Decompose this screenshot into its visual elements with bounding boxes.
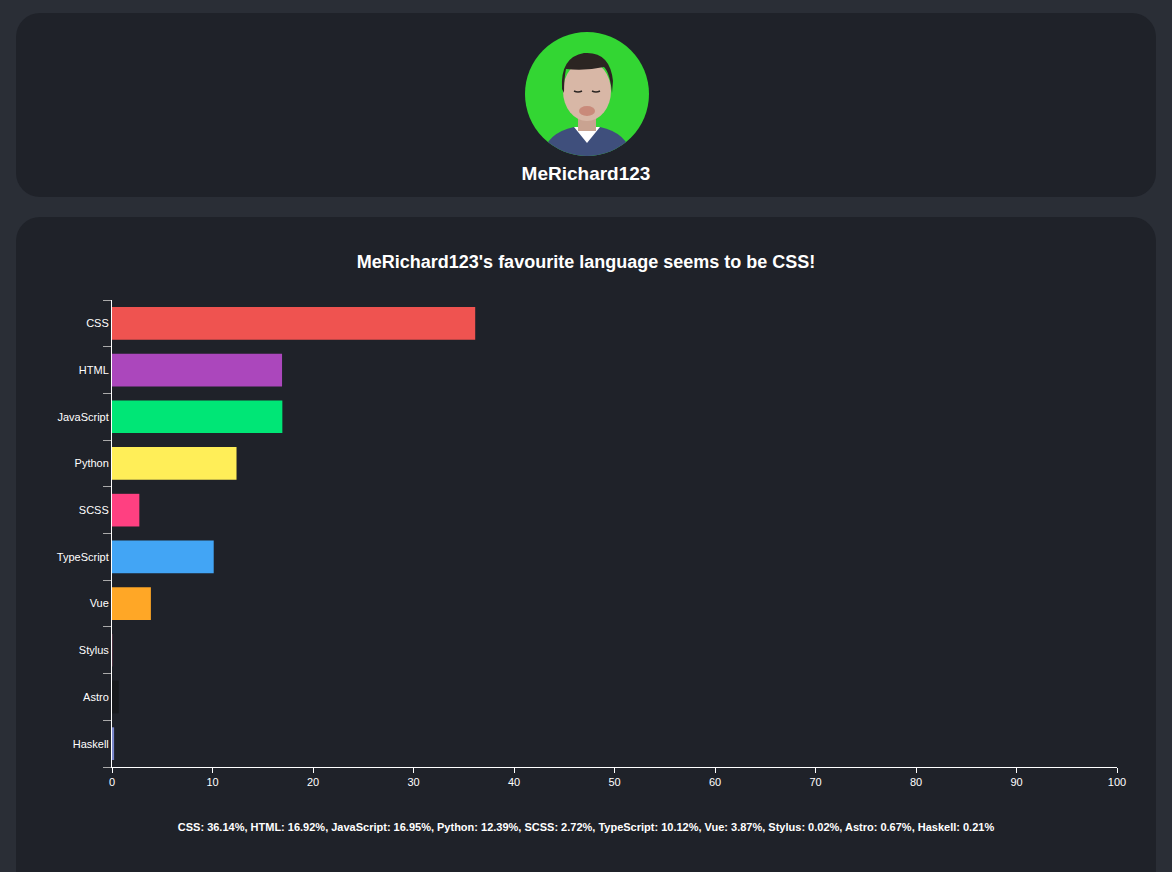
svg-text:40: 40 bbox=[508, 776, 520, 788]
svg-text:80: 80 bbox=[910, 776, 922, 788]
svg-text:10: 10 bbox=[206, 776, 218, 788]
svg-text:Python: Python bbox=[75, 457, 109, 469]
svg-text:Astro: Astro bbox=[83, 691, 109, 703]
svg-text:Vue: Vue bbox=[90, 597, 109, 609]
svg-text:100: 100 bbox=[1108, 776, 1126, 788]
svg-text:Stylus: Stylus bbox=[79, 644, 109, 656]
svg-text:30: 30 bbox=[407, 776, 419, 788]
svg-text:60: 60 bbox=[709, 776, 721, 788]
svg-text:0: 0 bbox=[109, 776, 115, 788]
svg-text:TypeScript: TypeScript bbox=[57, 551, 109, 563]
svg-text:70: 70 bbox=[809, 776, 821, 788]
svg-text:90: 90 bbox=[1010, 776, 1022, 788]
html-text:CSS: 36.14%, HTML: 16.92%, Jav: CSS: 36.14%, HTML: 16.92%, JavaScript: 1… bbox=[177, 821, 995, 833]
svg-text:Haskell: Haskell bbox=[73, 738, 109, 750]
svg-text:HTML: HTML bbox=[79, 364, 109, 376]
svg-text:CSS: CSS bbox=[86, 317, 109, 329]
svg-text:20: 20 bbox=[307, 776, 319, 788]
html-text:MeRichard123: MeRichard123 bbox=[521, 163, 651, 184]
svg-text:SCSS: SCSS bbox=[79, 504, 109, 516]
svg-text:MeRichard123's favourite langu: MeRichard123's favourite language seems … bbox=[357, 252, 815, 272]
svg-text:50: 50 bbox=[608, 776, 620, 788]
svg-text:JavaScript: JavaScript bbox=[57, 411, 108, 423]
